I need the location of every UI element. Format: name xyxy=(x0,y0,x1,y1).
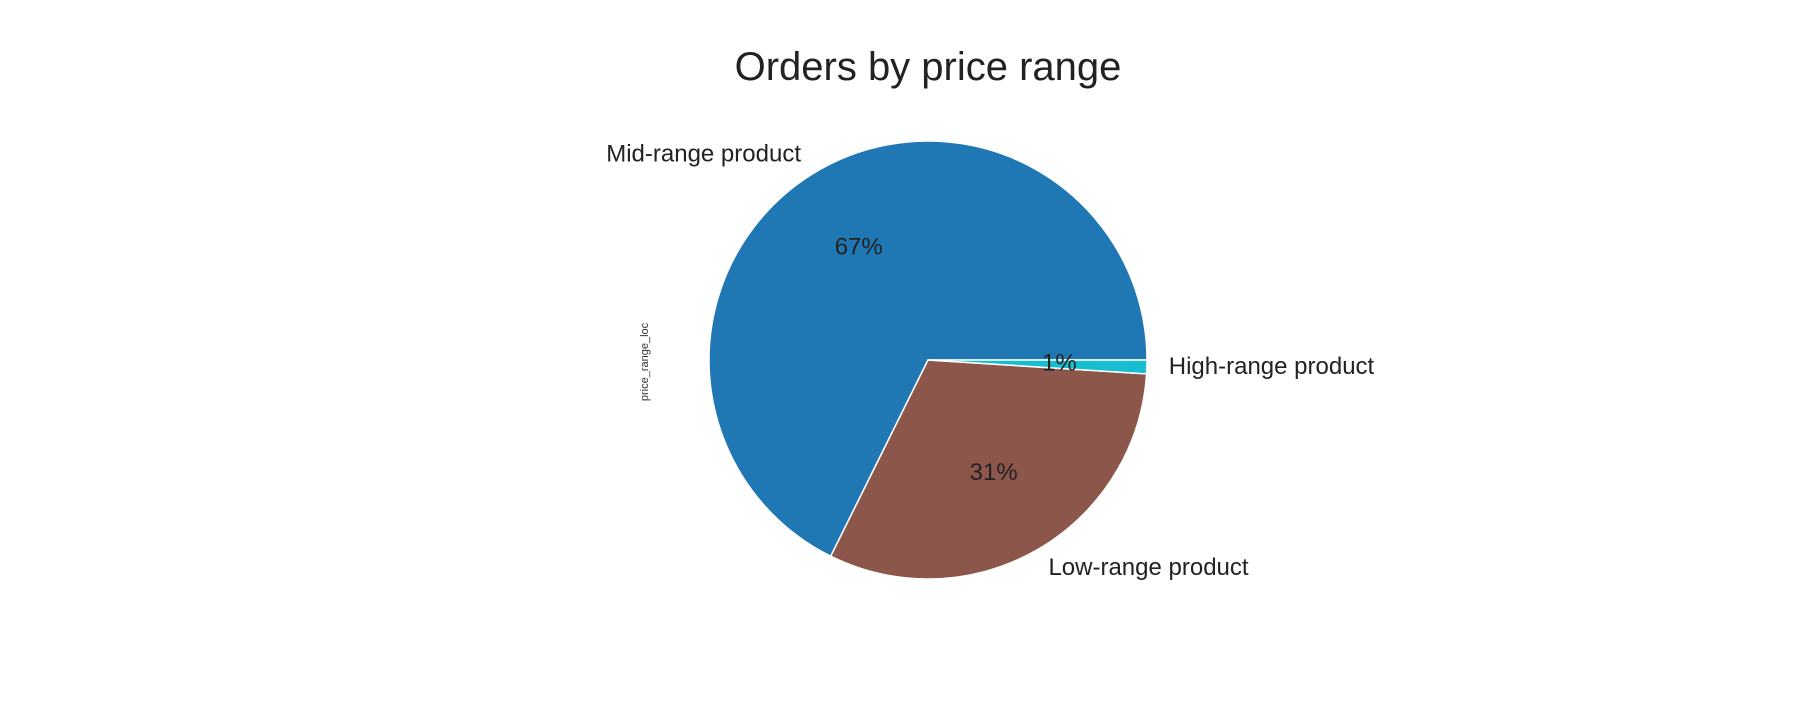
pie-labels: 67% Mid-range product 31% Low-range product… xyxy=(606,141,1374,581)
percent-label-mid-range-product: 67% xyxy=(835,234,883,261)
pie-slice-low-range-product xyxy=(829,359,1148,580)
category-label-mid-range-product: Mid-range product xyxy=(606,141,801,168)
pie-slice-mid-range-product xyxy=(708,140,1148,558)
category-label-high-range-product: High-range product xyxy=(1169,353,1375,380)
pie-slices xyxy=(708,140,1148,580)
category-label-low-range-product: Low-range product xyxy=(1048,554,1248,581)
percent-label-high-range-product: 1% xyxy=(1042,350,1077,377)
percent-label-low-range-product: 31% xyxy=(970,459,1018,486)
y-axis-label: price_range_loc xyxy=(639,322,651,401)
chart-title: Orders by price range xyxy=(735,45,1122,89)
pie-slice-high-range-product xyxy=(927,359,1148,375)
